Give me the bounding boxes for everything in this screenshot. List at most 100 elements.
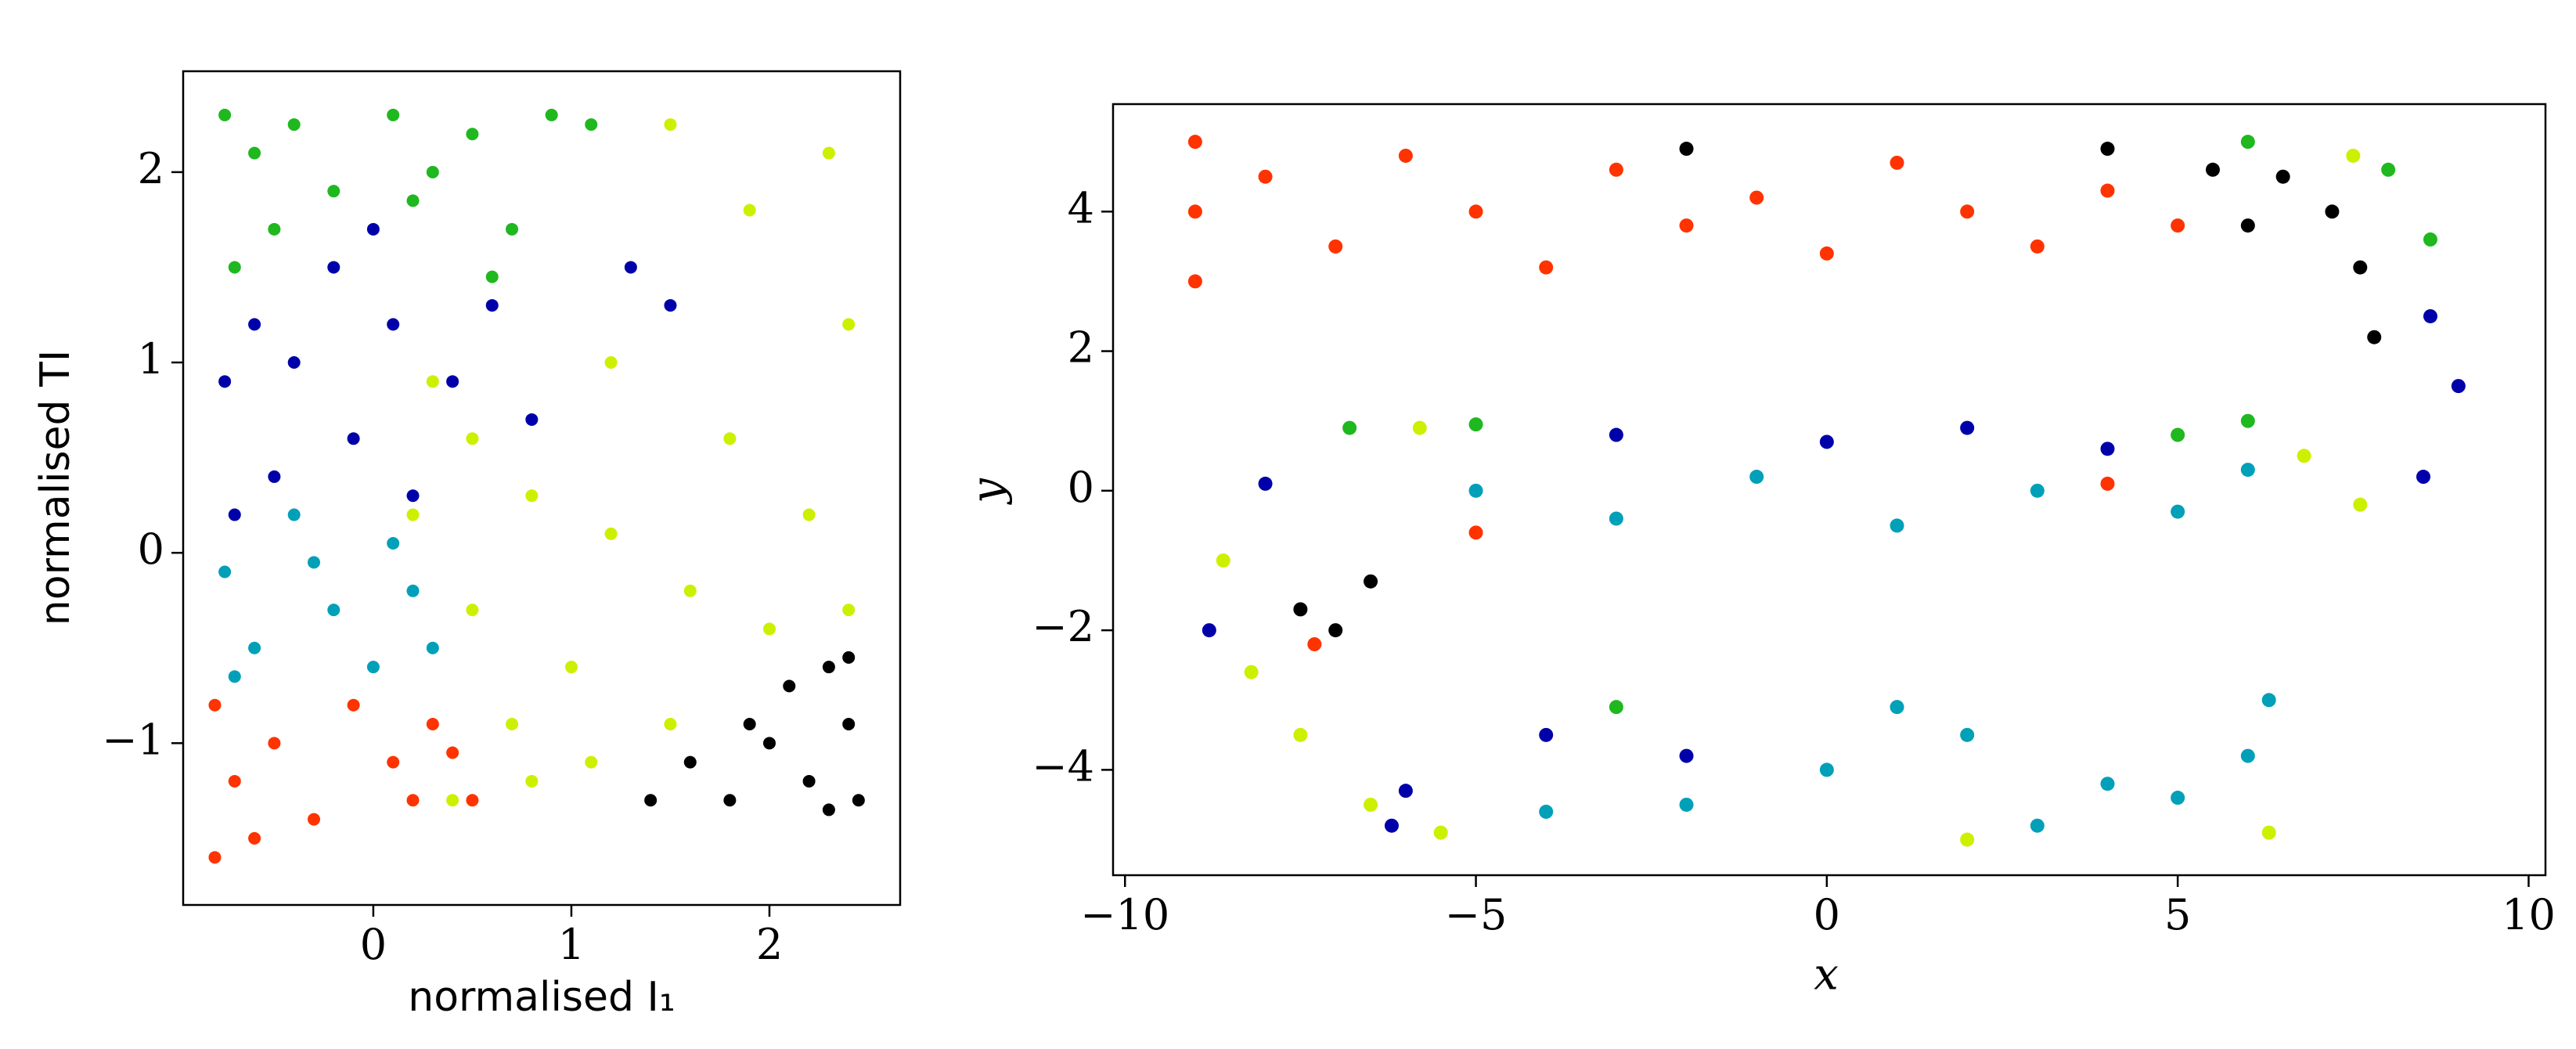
plot-frame (1111, 103, 2547, 877)
data-point (1890, 155, 1904, 170)
data-point (2206, 162, 2221, 177)
data-point (525, 489, 539, 503)
x-tick-label: 1 (558, 920, 585, 969)
y-tick-label: 0 (138, 524, 164, 574)
data-point (248, 831, 261, 845)
y-tick-label: −2 (1032, 602, 1094, 651)
data-point (1293, 727, 1308, 742)
data-point (1328, 623, 1343, 638)
data-point (446, 746, 459, 759)
data-point (802, 508, 816, 521)
data-point (1960, 204, 1975, 219)
data-point (387, 318, 400, 331)
data-point (485, 299, 499, 312)
data-point (2100, 777, 2115, 791)
data-point (1258, 169, 1273, 184)
data-point (308, 556, 321, 569)
data-point (2240, 748, 2255, 763)
data-point (2451, 379, 2466, 394)
x-tick-label: −10 (1080, 890, 1169, 939)
data-point (466, 794, 479, 807)
data-point (1539, 804, 1554, 819)
data-point (2030, 483, 2045, 498)
y-tick-label: 1 (138, 334, 164, 384)
data-point (2367, 330, 2382, 344)
data-point (564, 661, 578, 674)
data-point (446, 375, 459, 388)
data-point (426, 375, 439, 388)
data-point (664, 299, 677, 312)
data-point (308, 813, 321, 826)
data-point (2261, 825, 2276, 840)
plot-frame (182, 70, 902, 907)
data-point (327, 261, 340, 274)
data-point (406, 489, 420, 503)
data-point (585, 118, 598, 132)
data-point (387, 537, 400, 550)
data-point (485, 270, 499, 283)
data-point (1293, 602, 1308, 617)
data-point (822, 803, 835, 816)
data-point (2100, 142, 2115, 157)
data-point (2240, 218, 2255, 233)
data-point (842, 718, 856, 731)
data-point (743, 718, 756, 731)
data-point (822, 661, 835, 674)
data-point (2423, 308, 2437, 323)
data-point (1679, 218, 1694, 233)
y-tick-label: −1 (102, 715, 164, 764)
data-point (347, 432, 360, 445)
data-point (1433, 825, 1448, 840)
data-point (624, 261, 637, 274)
data-point (664, 718, 677, 731)
y-tick-label: −4 (1032, 741, 1094, 791)
data-point (248, 318, 261, 331)
data-point (1749, 470, 1764, 485)
data-point (268, 470, 281, 483)
data-point (1960, 832, 1975, 847)
data-point (218, 108, 232, 121)
data-point (585, 755, 598, 769)
data-point (644, 794, 658, 807)
data-point (743, 204, 756, 217)
data-point (1384, 818, 1399, 833)
data-point (1679, 748, 1694, 763)
data-point (1609, 427, 1623, 442)
data-point (762, 737, 776, 750)
data-point (248, 641, 261, 654)
data-point (406, 508, 420, 521)
data-point (1342, 420, 1357, 435)
data-point (446, 794, 459, 807)
y-tick-label: 4 (1068, 183, 1094, 233)
x-axis-label: normalised I₁ (408, 974, 675, 1021)
data-point (1819, 762, 1834, 777)
data-point (1187, 135, 1202, 150)
data-point (2325, 204, 2340, 219)
data-point (762, 622, 776, 636)
data-point (1960, 727, 1975, 742)
data-point (1819, 246, 1834, 261)
data-point (1328, 239, 1343, 254)
data-point (1679, 142, 1694, 157)
data-point (2353, 497, 2368, 512)
data-point (1398, 784, 1413, 798)
data-point (208, 698, 222, 712)
data-point (406, 584, 420, 597)
data-point (268, 737, 281, 750)
data-point (1258, 476, 1273, 491)
data-point (2171, 504, 2185, 519)
data-point (1960, 420, 1975, 435)
data-point (1890, 518, 1904, 533)
data-point (2416, 470, 2430, 485)
data-point (1468, 204, 1483, 219)
data-point (506, 222, 519, 236)
data-point (1468, 525, 1483, 540)
data-point (426, 718, 439, 731)
data-point (228, 261, 241, 274)
data-point (1468, 483, 1483, 498)
data-point (366, 222, 380, 236)
data-point (228, 774, 241, 788)
data-point (2353, 260, 2368, 275)
data-point (1412, 420, 1427, 435)
data-point (466, 604, 479, 617)
